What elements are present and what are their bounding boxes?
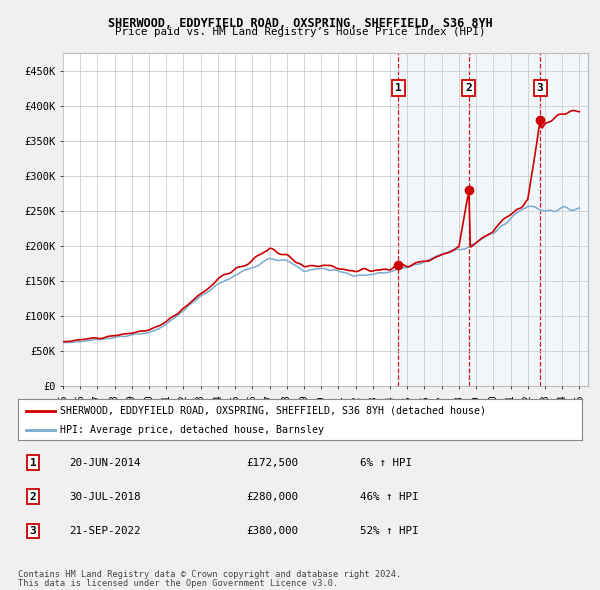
Text: £172,500: £172,500	[246, 458, 298, 467]
Text: 1: 1	[395, 83, 401, 93]
Text: 2: 2	[29, 492, 37, 502]
Text: Price paid vs. HM Land Registry’s House Price Index (HPI): Price paid vs. HM Land Registry’s House …	[115, 27, 485, 37]
Text: 1: 1	[29, 458, 37, 467]
Text: 20-JUN-2014: 20-JUN-2014	[69, 458, 140, 467]
Bar	[398, 53, 469, 386]
Text: 3: 3	[29, 526, 37, 536]
Text: 2: 2	[466, 83, 472, 93]
Text: 30-JUL-2018: 30-JUL-2018	[69, 492, 140, 502]
Text: SHERWOOD, EDDYFIELD ROAD, OXSPRING, SHEFFIELD, S36 8YH: SHERWOOD, EDDYFIELD ROAD, OXSPRING, SHEF…	[107, 17, 493, 30]
Text: 6% ↑ HPI: 6% ↑ HPI	[360, 458, 412, 467]
Text: 21-SEP-2022: 21-SEP-2022	[69, 526, 140, 536]
Text: SHERWOOD, EDDYFIELD ROAD, OXSPRING, SHEFFIELD, S36 8YH (detached house): SHERWOOD, EDDYFIELD ROAD, OXSPRING, SHEF…	[60, 406, 487, 416]
Text: 52% ↑ HPI: 52% ↑ HPI	[360, 526, 419, 536]
Text: Contains HM Land Registry data © Crown copyright and database right 2024.: Contains HM Land Registry data © Crown c…	[18, 570, 401, 579]
Bar	[469, 53, 540, 386]
Text: £380,000: £380,000	[246, 526, 298, 536]
Text: 46% ↑ HPI: 46% ↑ HPI	[360, 492, 419, 502]
Bar	[540, 53, 588, 386]
Text: £280,000: £280,000	[246, 492, 298, 502]
Text: This data is licensed under the Open Government Licence v3.0.: This data is licensed under the Open Gov…	[18, 579, 338, 588]
Text: HPI: Average price, detached house, Barnsley: HPI: Average price, detached house, Barn…	[60, 425, 325, 434]
Text: 3: 3	[537, 83, 544, 93]
